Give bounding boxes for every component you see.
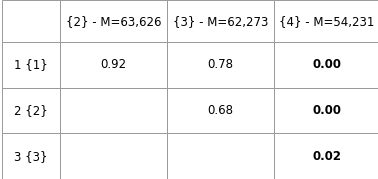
Bar (2, 0, 60, 42)
Text: 0.78: 0.78 (208, 58, 233, 71)
Bar (274, 88, 378, 133)
Bar (167, 0, 274, 42)
Bar (2, 42, 60, 88)
Bar (167, 88, 274, 133)
Bar (60, 0, 167, 42)
Bar (167, 42, 274, 88)
Bar (60, 133, 167, 179)
Bar (60, 88, 167, 133)
Text: {4} - M=54,231: {4} - M=54,231 (279, 14, 375, 28)
Bar (274, 133, 378, 179)
Text: 0.02: 0.02 (313, 150, 341, 163)
Text: 0.68: 0.68 (208, 104, 233, 117)
Text: {2} - M=63,626: {2} - M=63,626 (66, 14, 161, 28)
Bar (2, 88, 60, 133)
Text: 0.92: 0.92 (101, 58, 127, 71)
Text: 1 {1}: 1 {1} (14, 58, 48, 71)
Text: {3} - M=62,273: {3} - M=62,273 (173, 14, 268, 28)
Text: 2 {2}: 2 {2} (14, 104, 48, 117)
Bar (2, 133, 60, 179)
Bar (167, 133, 274, 179)
Text: 0.00: 0.00 (313, 104, 341, 117)
Text: 3 {3}: 3 {3} (14, 150, 48, 163)
Bar (274, 0, 378, 42)
Bar (60, 42, 167, 88)
Bar (274, 42, 378, 88)
Text: 0.00: 0.00 (313, 58, 341, 71)
